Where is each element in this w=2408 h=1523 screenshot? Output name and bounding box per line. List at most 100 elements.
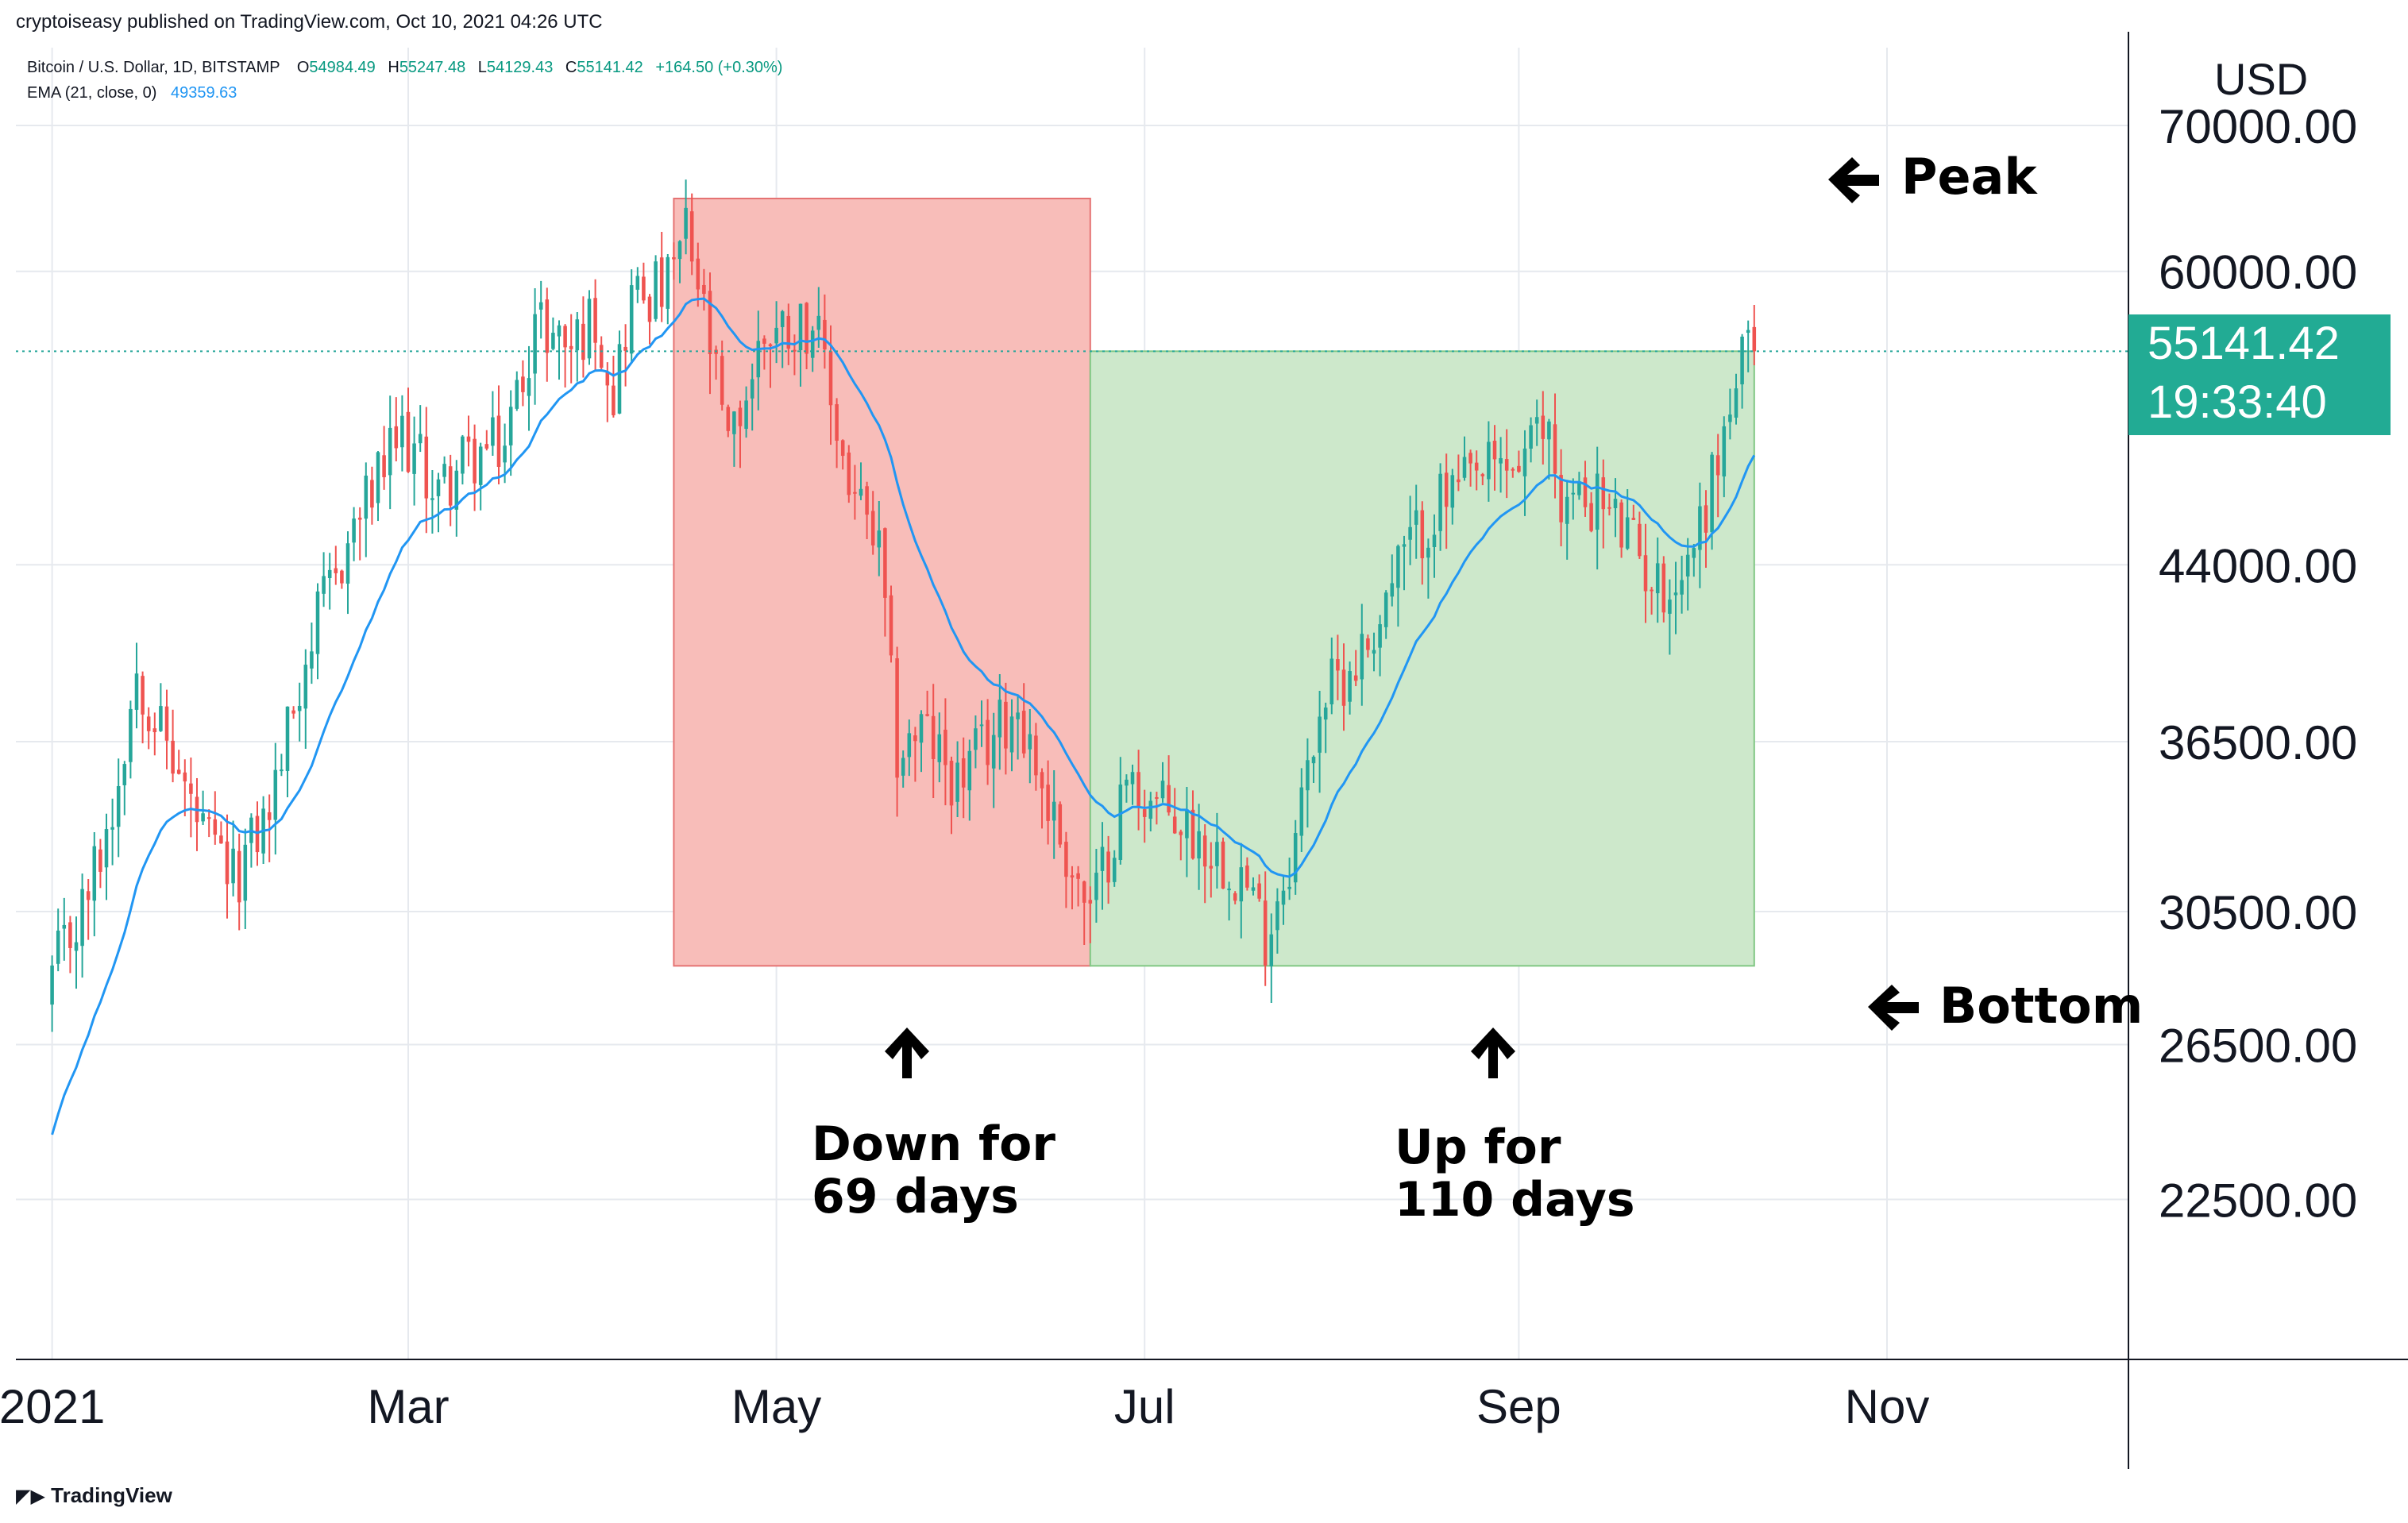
candle-body [1547,421,1551,440]
candle-body [1070,875,1075,878]
countdown-value: 19:33:40 [2148,376,2327,428]
candle-body [496,415,501,467]
candle-body [1595,473,1600,530]
candle-body [1426,547,1430,558]
candle-body [231,848,235,884]
candle-body [1245,866,1249,888]
ema-line [51,297,1756,1136]
candle-body [793,349,797,352]
bottom-arrow-icon [1868,985,1919,1031]
candle-body [944,729,947,765]
candle-body [672,256,676,260]
candles-layer[interactable] [50,179,1757,1032]
candle-body [1016,712,1020,719]
candle-body [1438,473,1442,531]
candle-body [1462,457,1467,478]
candle-body [913,735,917,742]
candle-body [1155,796,1159,799]
candle-body [1661,563,1666,613]
candle-body [1607,507,1611,509]
candle-body [986,719,990,765]
candle-body [1752,326,1757,352]
peak-annotation: Peak [1901,148,2037,206]
ema-legend[interactable]: EMA (21, close, 0) 49359.63 [27,84,237,102]
candle-body [267,812,272,820]
high-value: 55247.48 [399,59,466,76]
candle-body [991,735,996,769]
candle-body [1136,772,1140,808]
currency-badge[interactable]: USD [2209,54,2313,105]
candle-body [1028,734,1032,750]
candle-body [1492,441,1497,460]
candle-body [853,492,857,494]
candle-body [484,444,489,449]
candle-body [1601,477,1606,510]
candle-body [1021,711,1026,754]
candle-body [979,724,984,727]
x-tick-label: Jul [1114,1380,1175,1433]
candle-body [388,427,392,476]
candle-body [521,376,525,392]
candle-body [1088,900,1093,904]
candle-body [617,344,622,414]
tv-logo-text: TradingView [51,1483,172,1507]
candle-body [1082,881,1086,903]
candle-body [1692,548,1696,558]
candle-body [1202,835,1207,867]
candle-body [659,257,664,307]
candle-body [1227,889,1231,891]
symbol-name: Bitcoin / U.S. Dollar, 1D, BITSTAMP [27,59,280,76]
candle-body [720,356,724,405]
candle-body [1287,886,1291,889]
x-tick-label: Mar [367,1380,449,1433]
tradingview-logo[interactable]: ◤▶ TradingView [16,1483,172,1508]
candle-body [1643,555,1648,592]
y-tick-label: 70000.00 [2159,100,2357,153]
candle-body [654,261,658,319]
candle-body [647,296,652,322]
candle-body [152,728,157,733]
candle-body [780,311,785,327]
candle-body [629,285,634,354]
candle-body [1125,779,1129,786]
candle-body [412,443,416,474]
candle-body [642,276,646,301]
candle-body [774,327,778,344]
candle-body [533,314,537,374]
candle-body [1673,592,1678,596]
candle-body [545,299,550,353]
candle-body [1040,772,1044,788]
candle-body [575,319,580,351]
candle-body [666,256,670,309]
price-axis[interactable]: 22500.00 26500.00 30500.00 36500.00 44000.00… [2159,100,2357,1228]
candle-body [370,480,374,508]
candle-body [436,479,441,496]
candle-body [702,284,706,295]
candle-body [1583,477,1588,507]
candle-body [237,850,241,903]
candle-body [1480,474,1485,476]
candle-body [1329,658,1334,705]
candle-body [1685,554,1690,577]
candle-body [1100,846,1105,871]
candle-body [1064,842,1068,877]
symbol-legend[interactable]: Bitcoin / U.S. Dollar, 1D, BITSTAMP O549… [27,59,782,77]
candle-body [406,411,411,472]
low-value: 54129.43 [486,59,554,76]
candle-body [1185,809,1189,839]
candle-body [394,426,399,449]
candle-body [1402,544,1407,547]
time-axis[interactable]: 2021 Mar May Jul Sep Nov [0,1380,1929,1433]
candle-body [291,710,295,714]
candle-body [805,303,808,354]
candle-body [1704,505,1708,533]
candle-body [1281,890,1286,905]
candle-body [1239,867,1244,902]
candle-body [816,315,821,330]
candle-body [74,942,79,951]
candle-body [883,528,887,598]
candle-body [1190,809,1195,859]
candle-body [315,591,320,654]
candle-body [376,452,380,503]
candle-body [551,333,555,349]
